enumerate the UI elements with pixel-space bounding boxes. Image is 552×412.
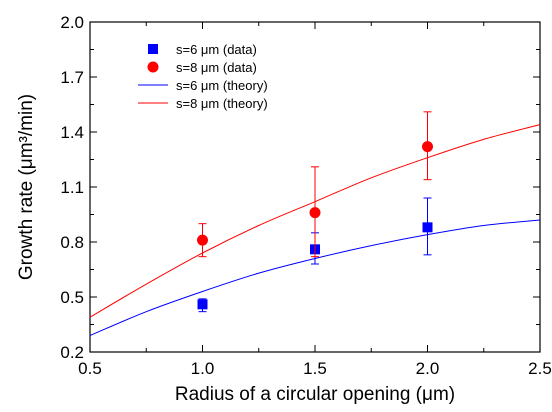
legend-label: s=6 μm (data) bbox=[176, 42, 257, 57]
data-point-circle bbox=[309, 207, 321, 219]
x-tick-label: 2.5 bbox=[528, 359, 552, 378]
data-point-circle bbox=[197, 234, 208, 246]
x-tick-label: 2.0 bbox=[416, 359, 440, 378]
y-axis-label: Growth rate (μm³/min) bbox=[16, 94, 37, 280]
x-tick-label: 0.5 bbox=[78, 359, 102, 378]
y-tick-label: 1.7 bbox=[60, 68, 84, 87]
y-tick-label: 0.8 bbox=[60, 233, 84, 252]
data-point-circle bbox=[422, 141, 433, 153]
x-tick-label: 1.5 bbox=[303, 359, 327, 378]
legend-label: s=6 μm (theory) bbox=[176, 78, 268, 93]
legend-label: s=8 μm (data) bbox=[176, 60, 257, 75]
legend-swatch-square bbox=[148, 44, 158, 54]
y-tick-label: 0.5 bbox=[60, 288, 84, 307]
x-tick-label: 1.0 bbox=[191, 359, 215, 378]
data-point-square bbox=[422, 222, 433, 233]
y-tick-label: 1.4 bbox=[60, 123, 84, 142]
legend: s=6 μm (data) s=8 μm (data) s=6 μm (theory… bbox=[138, 42, 268, 111]
y-tick-label: 1.1 bbox=[60, 178, 84, 197]
data-point-square bbox=[197, 299, 208, 310]
y-tick-label: 2.0 bbox=[60, 13, 84, 32]
chart-marks bbox=[89, 111, 541, 336]
ticks: 0.5 1.0 1.5 2.0 2.50.20.50.81.11.41.72.0 bbox=[60, 13, 551, 378]
y-tick-label: 0.2 bbox=[60, 343, 84, 362]
legend-label: s=8 μm (theory) bbox=[176, 96, 268, 111]
x-axis-label: Radius of a circular opening (μm) bbox=[175, 384, 455, 405]
legend-swatch-circle bbox=[147, 61, 159, 73]
